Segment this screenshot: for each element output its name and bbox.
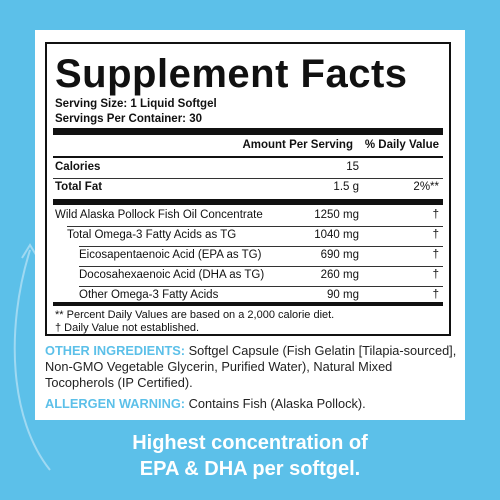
row-rule xyxy=(79,286,443,287)
daily-value: † xyxy=(432,249,439,261)
table-row: Docosahexaenoic Acid (DHA as TG) 260 mg † xyxy=(53,266,443,286)
tagline: EPA & DHA per softgel. xyxy=(139,458,361,480)
footnote: ** Percent Daily Values are based on a 2… xyxy=(55,309,335,321)
daily-value: 2%** xyxy=(413,181,439,193)
daily-value: † xyxy=(432,269,439,281)
nutrient-name: Eicosapentaenoic Acid (EPA as TG) xyxy=(79,249,262,261)
nutrient-name: Wild Alaska Pollock Fish Oil Concentrate xyxy=(55,209,263,221)
allergen-label: ALLERGEN WARNING: xyxy=(45,396,186,411)
amount: 1040 mg xyxy=(314,229,359,241)
other-ingredients-text: Softgel Capsule (Fish Gelatin [Tilapia-s… xyxy=(45,343,457,390)
column-dv: % Daily Value xyxy=(364,139,439,151)
amount: 260 mg xyxy=(320,269,359,281)
row-rule xyxy=(79,246,443,247)
other-ingredients-label: OTHER INGREDIENTS: xyxy=(45,343,186,358)
arrow-curve xyxy=(13,249,51,471)
table-row: Other Omega-3 Fatty Acids 90 mg † xyxy=(53,286,443,306)
allergen-warning: ALLERGEN WARNING: Contains Fish (Alaska … xyxy=(45,396,457,412)
label-panel: Supplement Facts Serving Size: 1 Liquid … xyxy=(35,30,465,420)
row-rule xyxy=(53,178,443,179)
daily-value: † xyxy=(432,289,439,301)
daily-value: † xyxy=(432,209,439,221)
nutrient-name: Docosahexaenoic Acid (DHA as TG) xyxy=(79,269,265,281)
amount: 1250 mg xyxy=(314,209,359,221)
amount: 15 xyxy=(346,161,359,173)
row-rule xyxy=(67,226,443,227)
nutrient-name: Total Fat xyxy=(55,181,103,193)
table-row: Total Fat 1.5 g 2%** xyxy=(53,178,443,198)
nutrient-name: Other Omega-3 Fatty Acids xyxy=(79,289,219,301)
amount: 1.5 g xyxy=(333,181,359,193)
table-row: Wild Alaska Pollock Fish Oil Concentrate… xyxy=(53,206,443,226)
rule xyxy=(53,156,443,158)
allergen-text: Contains Fish (Alaska Pollock). xyxy=(188,396,366,411)
column-header: Amount Per Serving % Daily Value xyxy=(53,136,443,156)
amount: 90 mg xyxy=(327,289,359,301)
rule xyxy=(53,128,443,135)
daily-value: † xyxy=(432,229,439,241)
nutrient-name: Calories xyxy=(55,161,101,173)
footnote: † Daily Value not established. xyxy=(55,322,200,334)
supplement-facts: Supplement Facts Serving Size: 1 Liquid … xyxy=(45,42,451,336)
rule xyxy=(53,302,443,306)
rule xyxy=(53,199,443,205)
other-ingredients: OTHER INGREDIENTS: Softgel Capsule (Fish… xyxy=(45,343,457,391)
servings-per-container: Servings Per Container: 30 xyxy=(55,113,202,125)
amount: 690 mg xyxy=(320,249,359,261)
table-row: Calories 15 xyxy=(53,158,443,178)
column-amount: Amount Per Serving xyxy=(242,139,353,151)
table-row: Total Omega-3 Fatty Acids as TG 1040 mg † xyxy=(53,226,443,246)
row-rule xyxy=(79,266,443,267)
table-row: Eicosapentaenoic Acid (EPA as TG) 690 mg † xyxy=(53,246,443,266)
nutrient-name: Total Omega-3 Fatty Acids as TG xyxy=(67,229,237,241)
tagline: Highest concentration of xyxy=(132,432,368,454)
serving-size: Serving Size: 1 Liquid Softgel xyxy=(55,98,217,110)
title: Supplement Facts xyxy=(55,52,408,96)
